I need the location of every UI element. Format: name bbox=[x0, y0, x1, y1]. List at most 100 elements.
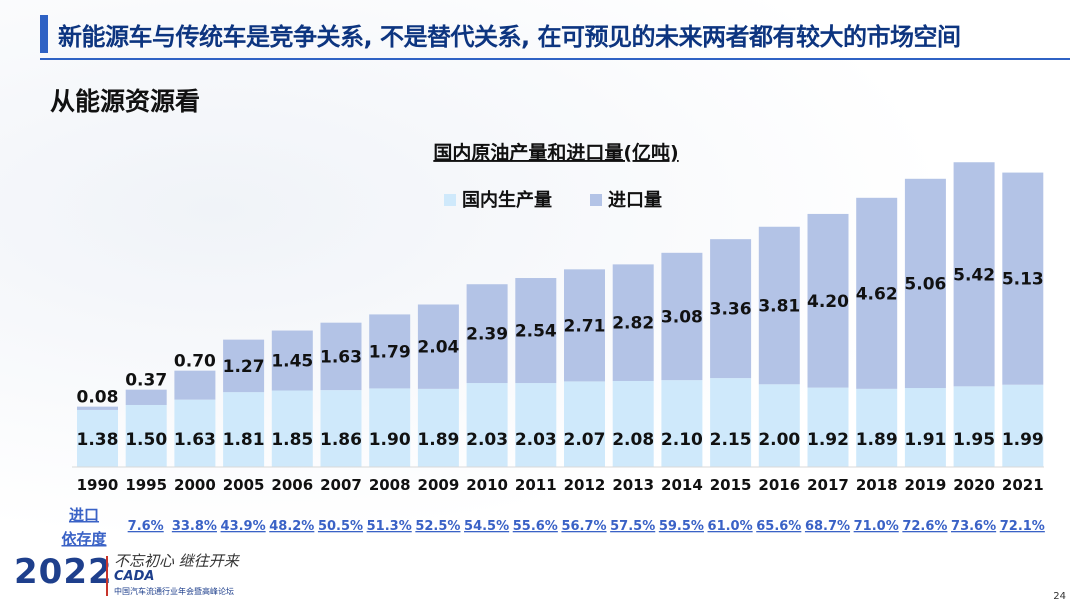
logo-separator bbox=[106, 556, 108, 596]
bar-domestic-2011 bbox=[515, 383, 557, 467]
label-import-2009: 2.04 bbox=[417, 338, 459, 358]
x-tick-2014: 2014 bbox=[661, 476, 703, 494]
dependency-2010: 54.5% bbox=[464, 519, 509, 534]
x-tick-2009: 2009 bbox=[418, 476, 460, 494]
label-domestic-2012: 2.07 bbox=[564, 430, 606, 450]
dependency-2007: 50.5% bbox=[318, 519, 363, 534]
label-domestic-2019: 1.91 bbox=[904, 430, 946, 450]
dependency-2016: 65.6% bbox=[756, 519, 801, 534]
x-tick-2015: 2015 bbox=[710, 476, 752, 494]
label-import-2000: 0.70 bbox=[174, 352, 216, 372]
bar-domestic-2013 bbox=[612, 380, 654, 467]
bar-import-2013 bbox=[612, 264, 654, 381]
x-tick-1995: 1995 bbox=[125, 476, 167, 494]
label-domestic-2005: 1.81 bbox=[223, 430, 265, 450]
dependency-2006: 48.2% bbox=[269, 519, 314, 534]
label-domestic-2013: 2.08 bbox=[612, 430, 654, 450]
label-domestic-2014: 2.10 bbox=[661, 430, 703, 450]
bar-domestic-2016 bbox=[758, 384, 800, 467]
bar-domestic-2014 bbox=[661, 380, 703, 467]
logo-year: 2022 bbox=[14, 552, 113, 592]
x-tick-2006: 2006 bbox=[271, 476, 313, 494]
bar-import-2014 bbox=[661, 252, 703, 381]
bar-domestic-2020 bbox=[953, 386, 995, 467]
label-domestic-2009: 1.89 bbox=[417, 430, 459, 450]
bar-domestic-2009 bbox=[417, 388, 459, 467]
chart-bars: 1.38 0.08 1.50 0.37 1.63 0.70 1.81 1.27 1.85 1.45… bbox=[77, 162, 1044, 467]
label-domestic-2010: 2.03 bbox=[466, 430, 508, 450]
bar-import-2011 bbox=[515, 278, 557, 384]
bar-import-2012 bbox=[564, 269, 605, 382]
dependency-2000: 33.8% bbox=[172, 519, 217, 534]
label-domestic-2021: 1.99 bbox=[1002, 430, 1044, 450]
bar-import-2000 bbox=[174, 370, 216, 400]
bar-domestic-2007 bbox=[320, 390, 362, 467]
x-tick-2005: 2005 bbox=[223, 476, 265, 494]
chart-title: 国内原油产量和进口量(亿吨) bbox=[433, 141, 678, 164]
bar-domestic-2017 bbox=[807, 387, 849, 467]
label-import-2019: 5.06 bbox=[904, 274, 946, 294]
x-tick-2017: 2017 bbox=[807, 476, 849, 494]
bar-import-2006 bbox=[271, 330, 313, 391]
bar-domestic-2005 bbox=[223, 392, 265, 467]
x-tick-2008: 2008 bbox=[369, 476, 411, 494]
bar-import-1990 bbox=[77, 406, 118, 410]
bar-import-1995 bbox=[125, 389, 167, 405]
dependency-2017: 68.7% bbox=[805, 519, 850, 534]
dependency-2015: 61.0% bbox=[708, 519, 753, 534]
label-domestic-1995: 1.50 bbox=[125, 430, 167, 450]
logo-brand: CADA bbox=[114, 569, 155, 584]
bar-domestic-2008 bbox=[369, 388, 411, 467]
legend-label-1: 进口量 bbox=[608, 189, 662, 211]
bar-domestic-2015 bbox=[710, 378, 752, 467]
dependency-label-line2: 依存度 bbox=[61, 530, 107, 548]
label-domestic-1990: 1.38 bbox=[77, 430, 119, 450]
event-logo: 2022 不忘初心 继往开来 CADA 中国汽车流通行业年会暨高峰论坛 bbox=[14, 548, 294, 598]
dependency-1995: 7.6% bbox=[128, 519, 164, 534]
bar-import-2018 bbox=[856, 197, 898, 389]
label-import-1990: 0.08 bbox=[77, 388, 119, 408]
label-import-2011: 2.54 bbox=[515, 322, 557, 342]
x-tick-2000: 2000 bbox=[174, 476, 216, 494]
logo-slogan: 不忘初心 继往开来 bbox=[114, 552, 239, 570]
label-domestic-2007: 1.86 bbox=[320, 430, 362, 450]
page-number: 24 bbox=[1053, 591, 1066, 602]
dependency-2009: 52.5% bbox=[415, 519, 460, 534]
x-tick-2011: 2011 bbox=[515, 476, 557, 494]
dependency-2020: 73.6% bbox=[951, 519, 996, 534]
bar-domestic-2021 bbox=[1002, 384, 1044, 467]
dependency-2021: 72.1% bbox=[1000, 519, 1045, 534]
bar-import-2015 bbox=[710, 239, 752, 379]
bar-domestic-2010 bbox=[466, 383, 508, 467]
label-import-2016: 3.81 bbox=[758, 297, 800, 317]
x-tick-2012: 2012 bbox=[564, 476, 606, 494]
legend-label-0: 国内生产量 bbox=[462, 189, 552, 211]
x-tick-2007: 2007 bbox=[320, 476, 362, 494]
bar-domestic-2000 bbox=[174, 399, 216, 467]
dependency-2019: 72.6% bbox=[902, 519, 947, 534]
label-import-2015: 3.36 bbox=[710, 300, 752, 320]
legend-swatch-1 bbox=[590, 194, 602, 206]
label-import-2012: 2.71 bbox=[564, 316, 606, 336]
bar-domestic-2018 bbox=[856, 388, 898, 467]
x-tick-2018: 2018 bbox=[856, 476, 898, 494]
page-title: 新能源车与传统车是竞争关系, 不是替代关系, 在可预见的未来两者都有较大的市场空… bbox=[58, 22, 961, 51]
bar-import-2019 bbox=[904, 178, 946, 389]
x-tick-labels: 1990 1995 2000 2005 2006 2007 2008 2009 2010 2011… bbox=[77, 476, 1044, 494]
section-subtitle: 从能源资源看 bbox=[50, 87, 201, 116]
label-import-2021: 5.13 bbox=[1002, 270, 1044, 290]
label-domestic-2018: 1.89 bbox=[856, 430, 898, 450]
bar-domestic-2006 bbox=[271, 390, 313, 467]
dependency-2018: 71.0% bbox=[854, 519, 899, 534]
chart-legend: 国内生产量 进口量 bbox=[444, 189, 662, 211]
dependency-label-line1: 进口 bbox=[69, 506, 99, 524]
label-domestic-2020: 1.95 bbox=[953, 430, 995, 450]
bar-domestic-1990 bbox=[77, 409, 118, 467]
dependency-2008: 51.3% bbox=[367, 519, 412, 534]
bar-import-2021 bbox=[1002, 172, 1044, 385]
bar-import-2010 bbox=[466, 284, 508, 384]
title-accent-bar bbox=[40, 15, 48, 53]
x-tick-2016: 2016 bbox=[758, 476, 800, 494]
